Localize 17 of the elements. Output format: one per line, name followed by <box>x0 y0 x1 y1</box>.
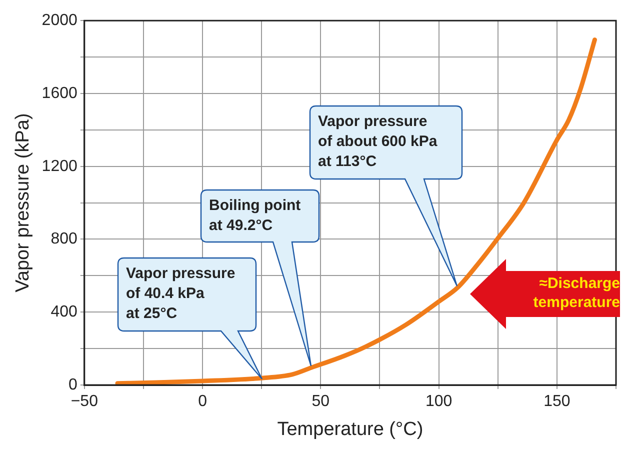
x-tick-label: −50 <box>70 393 98 410</box>
y-tick-label: 1600 <box>42 84 78 102</box>
y-tick-label: 0 <box>68 376 78 394</box>
x-tick-label: 100 <box>425 393 452 410</box>
x-tick-label: 0 <box>198 393 208 410</box>
x-axis-title: Temperature (°C) <box>277 418 424 440</box>
y-tick-label: 400 <box>50 304 78 321</box>
y-tick-label: 2000 <box>42 12 78 30</box>
annotation: Vapor pressure of about 600 kPa at 113°C <box>318 112 438 172</box>
annotation: Vapor pressure of 40.4 kPa at 25°C <box>126 264 236 324</box>
annotation: Boiling point at 49.2°C <box>209 196 301 236</box>
x-tick-label: 150 <box>544 393 570 410</box>
y-axis-title: Vapor pressure (kPa) <box>12 113 34 292</box>
x-tick-label: 50 <box>312 393 330 410</box>
y-tick-label: 800 <box>50 230 78 248</box>
y-tick-label: 1200 <box>42 158 78 175</box>
annotation: ≈Discharge temperature <box>532 274 620 312</box>
